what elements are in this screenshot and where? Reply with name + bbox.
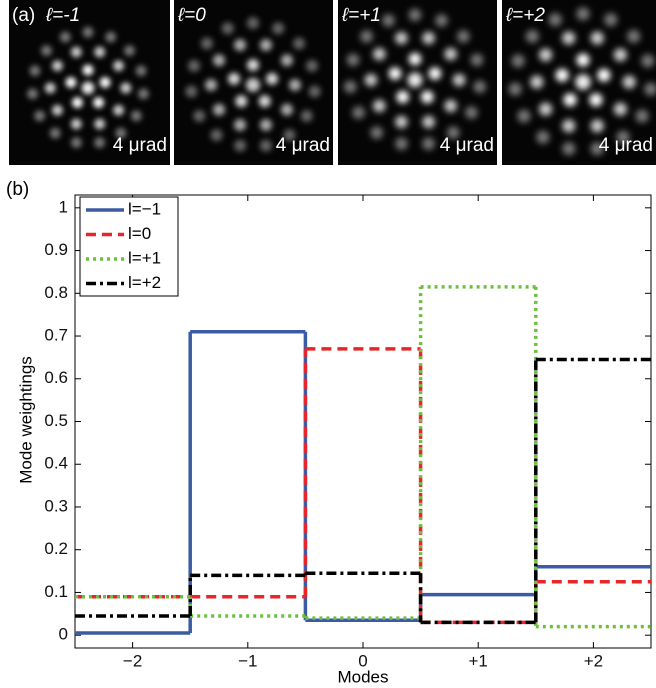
figure: (a) ℓ=-1 4 μrad ℓ=0 4 μrad ℓ=+1 4 μrad ℓ… xyxy=(0,0,656,688)
x-tick-label: +2 xyxy=(584,651,603,670)
y-tick-label: 0.1 xyxy=(44,582,68,601)
scale-label: 4 μrad xyxy=(276,135,330,156)
legend-label: l=−1 xyxy=(128,199,161,218)
y-tick-label: 0.4 xyxy=(44,454,68,473)
y-tick-label: 0.6 xyxy=(44,368,68,387)
legend-label: l=0 xyxy=(128,224,151,243)
y-tick-label: 0 xyxy=(59,625,68,644)
plot: 0 0.1 0.2 0.3 0.4 0.5 0.6 0.7 0.8 0.9 1 −2 −1 0 +1 +2 l=… xyxy=(44,195,651,670)
y-tick-label: 0.5 xyxy=(44,411,68,430)
image-panel: ℓ=+1 4 μrad xyxy=(338,0,497,165)
x-tick-label: −1 xyxy=(238,651,257,670)
y-axis-label: Mode weightings xyxy=(16,356,35,484)
scale-label: 4 μrad xyxy=(440,135,494,156)
scale-label: 4 μrad xyxy=(599,135,653,156)
scale-label: 4 μrad xyxy=(113,135,167,156)
y-tick-label: 1 xyxy=(59,197,68,216)
image-label: ℓ=-1 xyxy=(45,5,80,26)
legend-label: l=+1 xyxy=(128,248,161,267)
image-panel: (a) ℓ=-1 4 μrad xyxy=(9,0,170,165)
panel-label: (a) xyxy=(12,5,35,26)
image-panel: ℓ=+2 4 μrad xyxy=(502,0,656,165)
image-label: ℓ=+1 xyxy=(341,5,381,26)
legend-label: l=+2 xyxy=(128,273,161,292)
x-tick-label: 0 xyxy=(358,651,367,670)
y-tick-label: 0.3 xyxy=(44,496,68,515)
x-tick-label: −2 xyxy=(123,651,142,670)
image-panel: ℓ=0 4 μrad xyxy=(174,0,333,165)
panel-label: (b) xyxy=(6,179,29,200)
image-label: ℓ=0 xyxy=(177,5,206,26)
x-tick-label: +1 xyxy=(469,651,488,670)
y-tick-label: 0.9 xyxy=(44,240,68,259)
y-tick-label: 0.8 xyxy=(44,283,68,302)
y-tick-label: 0.7 xyxy=(44,326,68,345)
y-tick-label: 0.2 xyxy=(44,539,68,558)
image-label: ℓ=+2 xyxy=(505,5,545,26)
